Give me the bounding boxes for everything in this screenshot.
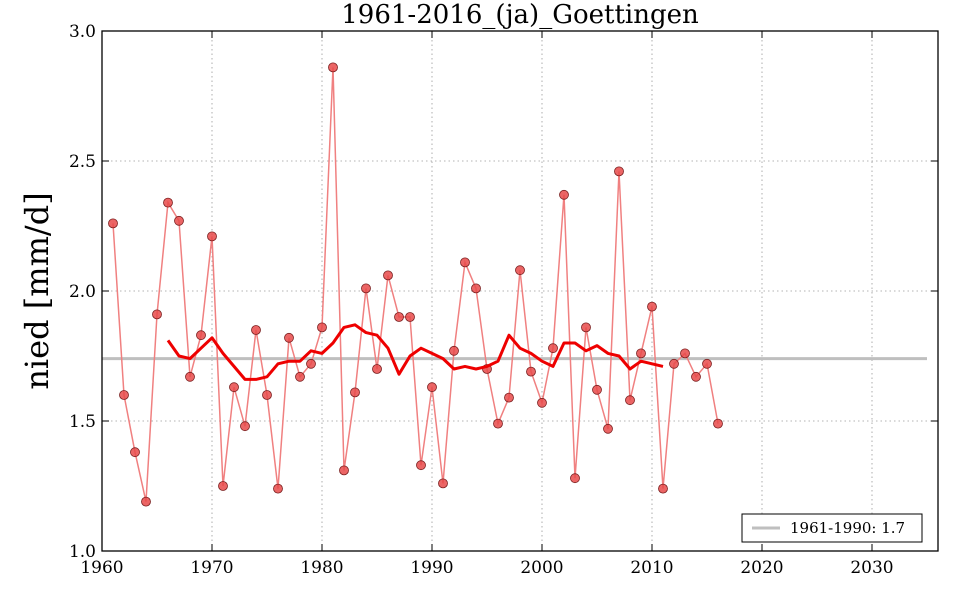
annual-point	[185, 371, 195, 382]
annual-point	[614, 166, 624, 177]
annual-point	[317, 322, 327, 333]
annual-point	[163, 197, 173, 208]
annual-point	[702, 358, 712, 369]
x-tick-label: 2010	[630, 558, 673, 578]
annual-point	[559, 189, 569, 200]
legend-label-reference: 1961-1990: 1.7	[790, 519, 905, 537]
annual-point	[152, 309, 162, 320]
annual-point	[581, 322, 591, 333]
annual-point	[108, 218, 118, 229]
annual-point	[174, 215, 184, 226]
y-tick-label: 1.5	[69, 412, 96, 432]
annual-point	[130, 447, 140, 458]
annual-point	[526, 366, 536, 377]
annual-point	[383, 270, 393, 281]
x-tick-label: 2030	[850, 558, 893, 578]
annual-point	[394, 312, 404, 322]
legend: 1961-1990: 1.7	[741, 513, 923, 543]
annual-point	[438, 478, 448, 489]
annual-point	[372, 364, 382, 374]
ticks: 1960 1970 1980 1990 2000 2010 2020 2030 1.0 1.5 2.…	[69, 22, 938, 578]
annual-point	[141, 496, 151, 507]
annual-point	[471, 283, 481, 294]
annual-point	[493, 418, 503, 429]
annual-point	[405, 312, 415, 322]
annual-point	[295, 371, 305, 382]
chart-title: 1961-2016_(ja)_Goettingen	[341, 0, 699, 30]
annual-point	[207, 231, 217, 242]
annual-point	[625, 395, 635, 406]
x-tick-label: 2000	[520, 558, 563, 578]
annual-point	[460, 257, 470, 268]
annual-point	[603, 423, 613, 434]
annual-point	[218, 481, 228, 491]
y-tick-label: 2.0	[69, 282, 96, 302]
grid	[102, 31, 938, 551]
annual-point	[449, 345, 459, 356]
annual-point	[515, 265, 525, 276]
y-tick-label: 2.5	[69, 152, 96, 172]
x-tick-label: 2020	[740, 558, 783, 578]
annual-point	[504, 392, 514, 403]
annual-point	[284, 332, 294, 343]
annual-point	[240, 421, 250, 432]
annual-point	[306, 358, 316, 369]
smooth-layer	[166, 323, 664, 381]
annual-point	[427, 382, 437, 393]
annual-point	[196, 330, 206, 341]
annual-point	[548, 343, 558, 354]
y-axis-label: nied [mm/d]	[18, 192, 56, 389]
annual-point	[658, 483, 668, 494]
annual-point	[350, 387, 360, 398]
annual-point	[262, 390, 272, 400]
annual-series-line	[112, 67, 719, 502]
annual-point	[361, 283, 371, 294]
annual-point	[713, 418, 723, 429]
annual-point	[636, 348, 646, 359]
annual-point	[328, 62, 338, 73]
annual-point	[680, 348, 690, 359]
annual-point	[592, 384, 602, 395]
x-tick-label: 1990	[410, 558, 453, 578]
annual-point	[339, 465, 349, 476]
y-tick-label: 1.0	[69, 542, 96, 562]
annual-point	[570, 473, 580, 484]
annual-point	[669, 358, 679, 369]
annual-point	[647, 301, 657, 312]
annual-point	[691, 371, 701, 382]
annual-point	[273, 483, 283, 494]
x-tick-label: 1970	[190, 558, 233, 578]
annual-point	[119, 390, 129, 400]
annual-point	[537, 397, 547, 408]
annual-layer	[108, 62, 723, 507]
annual-point	[251, 325, 261, 335]
plot-frame	[101, 30, 939, 552]
x-tick-label: 1980	[300, 558, 343, 578]
smoothed-series-line	[166, 323, 664, 381]
y-tick-label: 3.0	[69, 22, 96, 42]
annual-point	[229, 382, 239, 393]
x-tick-label: 1960	[80, 558, 123, 578]
annual-point	[416, 460, 426, 471]
